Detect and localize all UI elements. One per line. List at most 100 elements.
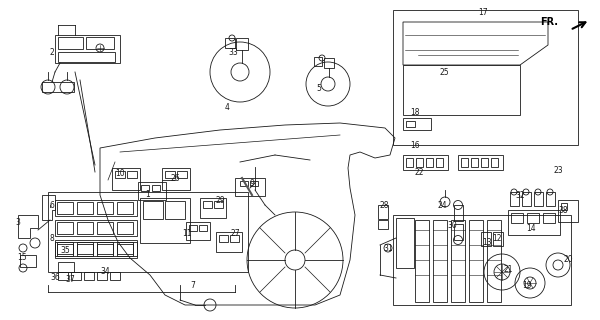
Bar [235,178,265,196]
Bar [77,244,93,256]
Text: 3: 3 [16,218,20,227]
Text: 25: 25 [439,68,449,76]
Text: 7: 7 [191,281,196,290]
Bar [55,240,137,256]
Bar [534,192,543,206]
Bar [42,82,74,92]
Bar [393,10,578,145]
Bar [58,52,115,62]
Bar [86,37,114,49]
Bar [55,35,120,63]
Bar [57,202,73,214]
Text: 38: 38 [558,205,568,214]
Text: 21: 21 [503,266,513,275]
Bar [458,155,503,170]
Bar [393,215,571,305]
Bar [199,225,207,231]
Text: 10: 10 [115,169,125,178]
Bar [71,272,81,280]
Bar [461,158,468,167]
Bar [97,222,113,234]
Bar [487,220,501,302]
Bar [117,202,133,214]
Bar [110,272,120,280]
Bar [200,198,226,218]
Bar [522,192,531,206]
Text: 8: 8 [50,234,55,243]
Bar [214,201,223,208]
Bar [406,121,415,127]
Bar [140,198,190,243]
Bar [97,202,113,214]
Bar [219,235,228,242]
Bar [177,171,187,178]
Bar [97,242,113,254]
Bar [561,203,567,210]
Bar [469,220,483,302]
Bar [250,181,258,186]
Text: 19: 19 [522,281,532,290]
Text: 1: 1 [146,189,151,198]
Text: 18: 18 [410,108,420,116]
Bar [527,213,539,223]
Text: 14: 14 [526,223,536,233]
Text: 22: 22 [414,167,424,177]
Text: 11: 11 [182,228,192,237]
Bar [415,220,429,302]
Bar [165,201,185,219]
Bar [403,118,431,130]
Text: 24: 24 [437,201,447,210]
Bar [471,158,478,167]
Text: 32: 32 [515,190,525,199]
Bar [546,192,555,206]
Bar [115,171,125,178]
Bar [508,210,560,235]
Bar [491,158,498,167]
Bar [84,272,94,280]
Bar [117,222,133,234]
Text: 9: 9 [250,179,254,188]
Bar [48,192,248,272]
Text: 17: 17 [478,7,488,17]
Bar [493,232,503,246]
Text: 15: 15 [17,253,27,262]
Bar [189,225,197,231]
Text: 36: 36 [50,274,60,283]
Bar [543,213,555,223]
Bar [186,222,210,240]
Bar [314,57,322,66]
Bar [112,168,140,190]
Bar [165,171,175,178]
Text: 20: 20 [563,255,573,265]
Bar [451,220,465,302]
Bar [55,220,137,236]
Bar [481,232,491,246]
Bar [77,222,93,234]
Bar [127,171,137,178]
Bar [203,201,212,208]
Bar [454,205,463,221]
Bar [117,244,133,256]
Text: 26: 26 [170,173,180,182]
Bar [77,242,93,254]
Bar [97,272,107,280]
Bar [481,158,488,167]
Text: 2: 2 [50,47,55,57]
Text: FR.: FR. [540,17,558,27]
Bar [58,262,74,272]
Bar [396,218,414,268]
Text: 31: 31 [383,244,393,252]
Text: 12: 12 [492,234,502,243]
Bar [324,58,334,68]
Bar [162,168,190,190]
Bar [225,38,235,48]
Text: 34: 34 [100,268,110,276]
Text: 28: 28 [379,201,389,210]
Bar [510,192,519,206]
Bar [426,158,433,167]
Text: 30: 30 [447,220,457,229]
Bar [558,200,578,222]
Bar [240,181,248,186]
Bar [454,224,463,240]
Text: 33: 33 [228,47,238,57]
